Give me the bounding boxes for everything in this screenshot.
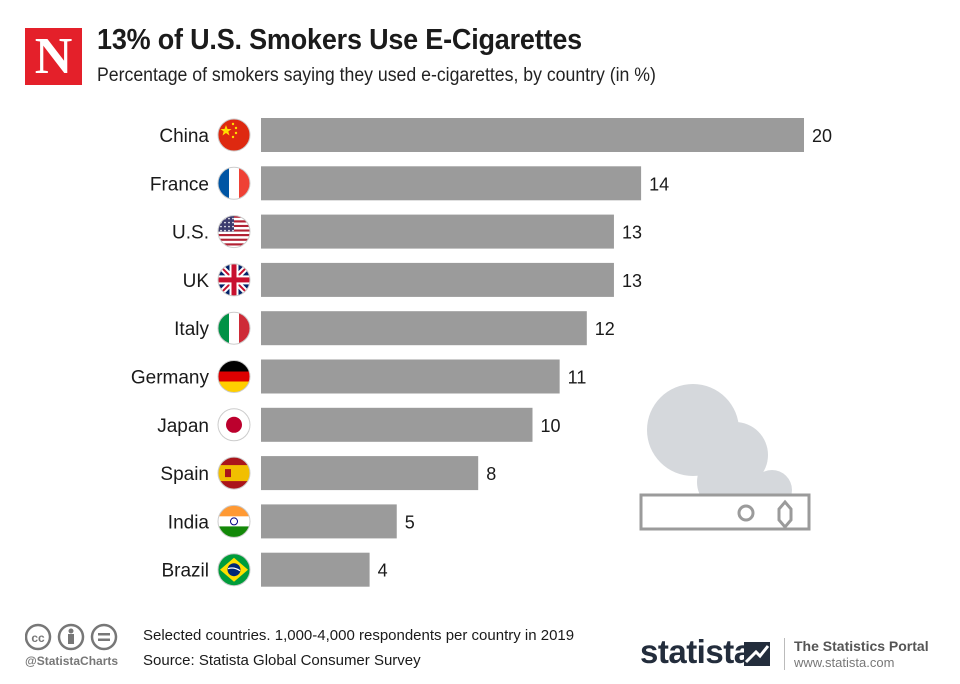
bar [261, 311, 587, 346]
portal-tagline: The Statistics Portal [794, 638, 929, 654]
logo-letter: N [34, 28, 73, 85]
category-label: U.S. [172, 223, 209, 244]
bar [261, 166, 642, 201]
portal-url: www.statista.com [794, 655, 895, 670]
brazil-flag [217, 553, 251, 587]
bar-row: India 5 [168, 504, 415, 539]
uk-flag [217, 263, 251, 297]
value-label: 5 [405, 512, 415, 532]
category-label: Italy [174, 319, 209, 340]
value-label: 13 [622, 223, 642, 243]
cc-icon: cc [25, 623, 52, 651]
france-flag [217, 166, 251, 200]
bar-row: Brazil 4 [161, 552, 388, 587]
source-note: Source: Statista Global Consumer Survey [143, 652, 421, 669]
category-label: China [159, 126, 209, 147]
bar-chart: China 20 France 14 U.S. 13 UK 13 Italy 12 Germany 1… [131, 118, 832, 587]
category-label: France [150, 174, 209, 195]
category-label: India [168, 512, 210, 533]
value-label: 13 [622, 271, 642, 291]
statista-mark-icon [744, 642, 770, 666]
bar-row: U.S. 13 [172, 214, 642, 249]
usa-flag [217, 215, 251, 249]
bar-row: France 14 [150, 166, 669, 201]
bar [261, 262, 614, 297]
category-label: Brazil [161, 561, 209, 582]
category-label: UK [183, 271, 210, 292]
category-label: Spain [160, 464, 209, 485]
bar-row: UK 13 [183, 262, 642, 297]
bar-row: Japan 10 [157, 407, 561, 442]
footnote: Selected countries. 1,000-4,000 responde… [143, 627, 575, 644]
bar [261, 214, 614, 249]
e-cigarette-illustration [639, 384, 811, 531]
bar [261, 456, 479, 491]
no-derivatives-icon [90, 623, 118, 651]
svg-text:cc: cc [31, 631, 45, 645]
japan-flag [217, 408, 251, 442]
value-label: 11 [568, 368, 587, 388]
category-label: Japan [157, 416, 209, 437]
bar [261, 504, 397, 539]
china-flag [217, 118, 251, 152]
bar [261, 552, 370, 587]
value-label: 14 [649, 174, 669, 194]
spain-flag [217, 456, 251, 490]
bar-row: Spain 8 [160, 456, 496, 491]
bar-row: Germany 11 [131, 359, 587, 394]
bar-row: Italy 12 [174, 311, 615, 346]
chart-title: 13% of U.S. Smokers Use E-Cigarettes [97, 24, 582, 56]
footer-divider [784, 638, 785, 670]
bar [261, 359, 560, 394]
category-label: Germany [131, 368, 210, 389]
value-label: 4 [378, 561, 388, 581]
india-flag [217, 504, 251, 538]
newsweek-logo: N [25, 28, 82, 85]
value-label: 8 [486, 464, 496, 484]
bar [261, 407, 533, 442]
bar [261, 118, 804, 152]
statista-brand: statista [640, 633, 752, 670]
twitter-handle: @StatistaCharts [25, 654, 119, 668]
bar-row: China 20 [159, 118, 832, 152]
chart-subtitle: Percentage of smokers saying they used e… [97, 65, 656, 86]
value-label: 12 [595, 319, 615, 339]
italy-flag [217, 311, 251, 345]
value-label: 10 [541, 416, 561, 436]
germany-flag [217, 360, 251, 393]
value-label: 20 [812, 126, 832, 146]
attribution-icon [57, 623, 85, 651]
license-icons: cc [25, 623, 118, 651]
